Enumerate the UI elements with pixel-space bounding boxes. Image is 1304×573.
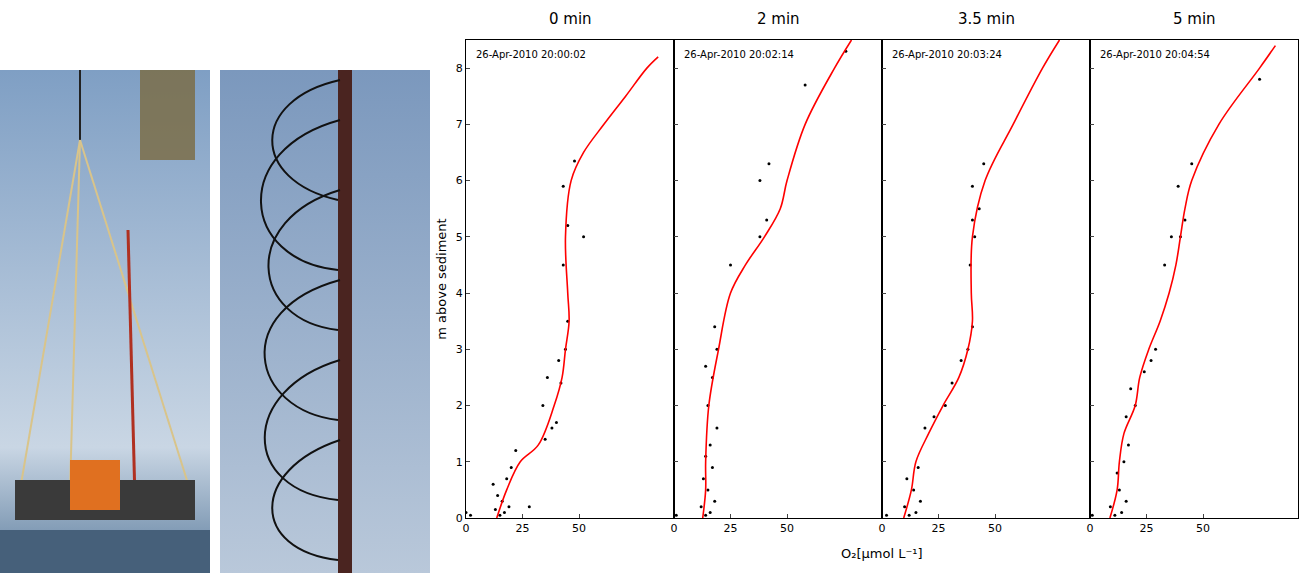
svg-text:0: 0: [879, 522, 886, 535]
svg-text:m above sediment: m above sediment: [434, 218, 449, 339]
svg-text:50: 50: [780, 522, 794, 535]
svg-text:25: 25: [724, 522, 738, 535]
svg-text:50: 50: [572, 522, 586, 535]
svg-text:0: 0: [456, 512, 463, 525]
svg-text:26-Apr-2010 20:00:02: 26-Apr-2010 20:00:02: [476, 49, 586, 60]
svg-text:0: 0: [671, 522, 678, 535]
svg-text:5: 5: [456, 231, 463, 244]
svg-text:7: 7: [456, 118, 463, 131]
svg-text:2 min: 2 min: [757, 10, 800, 28]
svg-text:4: 4: [456, 287, 463, 300]
svg-text:25: 25: [932, 522, 946, 535]
svg-text:25: 25: [516, 522, 530, 535]
svg-text:8: 8: [456, 62, 463, 75]
svg-text:2: 2: [456, 399, 463, 412]
svg-text:0: 0: [1087, 522, 1094, 535]
svg-text:26-Apr-2010 20:03:24: 26-Apr-2010 20:03:24: [892, 49, 1002, 60]
svg-text:3.5 min: 3.5 min: [958, 10, 1015, 28]
svg-text:25: 25: [1140, 522, 1154, 535]
svg-text:1: 1: [456, 456, 463, 469]
svg-text:6: 6: [456, 174, 463, 187]
svg-text:0: 0: [463, 522, 470, 535]
svg-text:50: 50: [1196, 522, 1210, 535]
svg-text:0 min: 0 min: [549, 10, 592, 28]
svg-text:O₂[μmol L⁻¹]: O₂[μmol L⁻¹]: [841, 546, 923, 561]
svg-text:5 min: 5 min: [1173, 10, 1216, 28]
svg-text:26-Apr-2010 20:04:54: 26-Apr-2010 20:04:54: [1100, 49, 1210, 60]
svg-text:26-Apr-2010 20:02:14: 26-Apr-2010 20:02:14: [684, 49, 794, 60]
svg-text:3: 3: [456, 343, 463, 356]
svg-text:50: 50: [988, 522, 1002, 535]
